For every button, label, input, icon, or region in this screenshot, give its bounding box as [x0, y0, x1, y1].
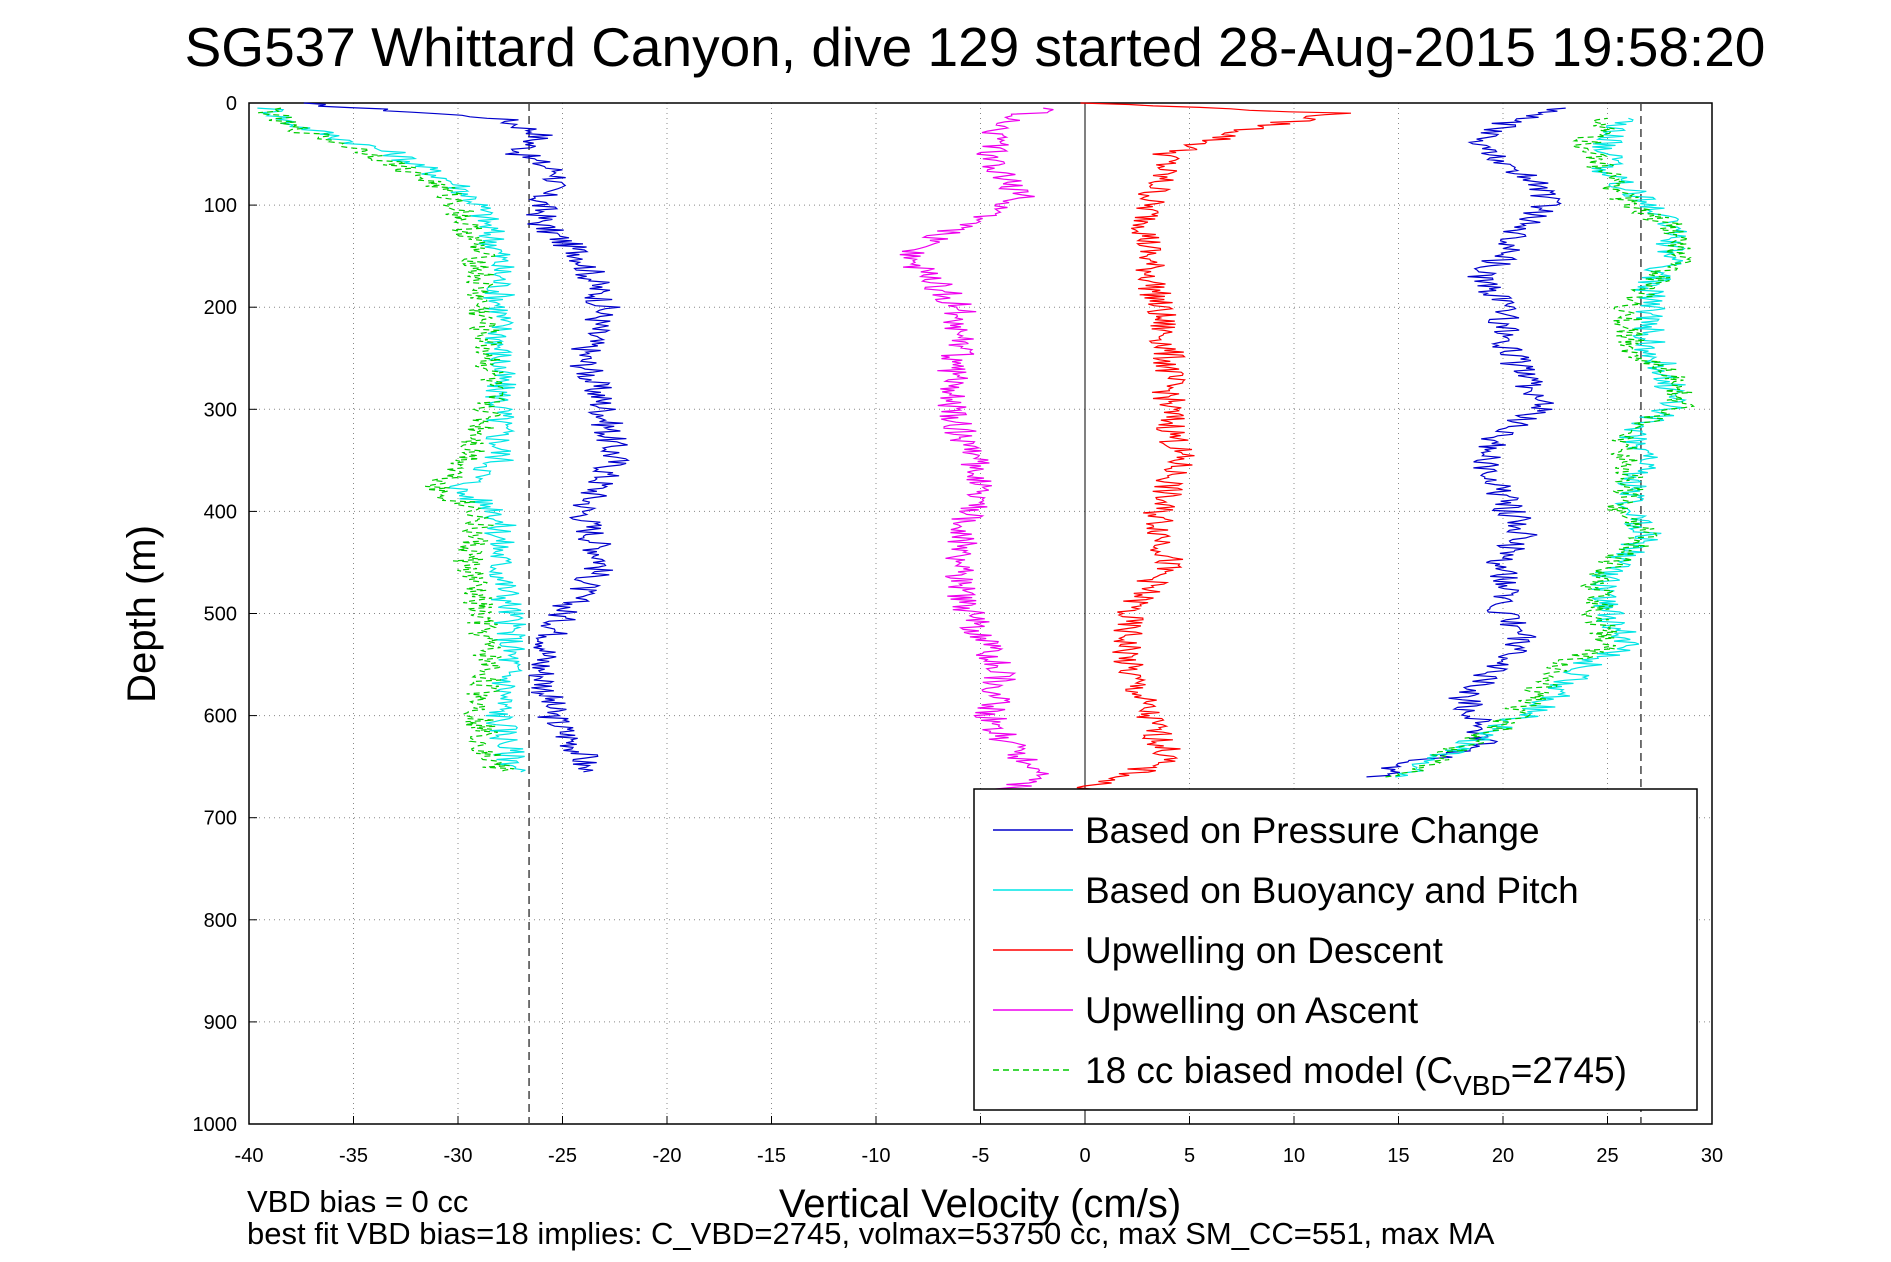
series-line-based-on-buoyancy-and-pitch [1395, 117, 1687, 778]
series-line-based-on-pressure-change [1366, 107, 1566, 778]
y-tick-label: 900 [204, 1012, 237, 1034]
x-tick-label: -40 [235, 1145, 264, 1167]
annotation-line-2: best fit VBD bias=18 implies: C_VBD=2745… [247, 1216, 1495, 1251]
y-tick-label: 800 [204, 910, 237, 932]
x-tick-label: -35 [339, 1145, 368, 1167]
y-tick-label: 300 [204, 399, 237, 421]
legend-label-subscript: VBD [1453, 1070, 1511, 1101]
legend-label: 18 cc biased model (CVBD=2745) [1085, 1050, 1627, 1101]
legend-label-suffix: =2745) [1511, 1050, 1627, 1091]
x-tick-label: -20 [653, 1145, 682, 1167]
x-tick-label: 25 [1596, 1145, 1618, 1167]
legend-label: Based on Buoyancy and Pitch [1085, 870, 1579, 911]
x-tick-label: 20 [1492, 1145, 1514, 1167]
series-line-upwelling-on-ascent [899, 107, 1054, 793]
series-line-18-cc-biased-model-c-vbd-2745 [258, 107, 515, 773]
y-axis-label: Depth (m) [120, 525, 164, 703]
y-tick-label: 400 [204, 501, 237, 523]
series-line-18-cc-biased-model-c-vbd-2745 [1385, 117, 1695, 778]
x-tick-label: 5 [1184, 1145, 1195, 1167]
legend-label: Based on Pressure Change [1085, 810, 1540, 851]
series-line-based-on-buoyancy-and-pitch [257, 107, 527, 773]
y-tick-label: 700 [204, 808, 237, 830]
series-line-upwelling-on-descent [1053, 102, 1352, 793]
x-tick-label: 0 [1079, 1145, 1090, 1167]
legend-label: Upwelling on Ascent [1085, 990, 1419, 1031]
y-tick-label: 600 [204, 706, 237, 728]
ticks: -40 -35 -30 -25 -20 -15 -10 -5 0 5 10 15 20 25 3001002… [193, 93, 1724, 1167]
x-tick-label: -30 [444, 1145, 473, 1167]
y-tick-label: 500 [204, 604, 237, 626]
x-tick-label: -15 [757, 1145, 786, 1167]
x-tick-label: -25 [548, 1145, 577, 1167]
x-tick-label: 10 [1283, 1145, 1305, 1167]
legend-label: Upwelling on Descent [1085, 930, 1444, 971]
x-tick-label: -5 [972, 1145, 990, 1167]
legend: Based on Pressure Change Based on Buoyanc… [973, 788, 1698, 1111]
series-line-based-on-pressure-change [303, 102, 630, 773]
y-tick-label: 1000 [193, 1114, 238, 1136]
series-group [257, 102, 1695, 793]
legend-label-main: 18 cc biased model (C [1085, 1050, 1453, 1091]
x-axis-label: Vertical Velocity (cm/s) [779, 1182, 1181, 1226]
annotation-line-1: VBD bias = 0 cc [247, 1184, 468, 1219]
legend-box [973, 788, 1698, 1111]
y-tick-label: 200 [204, 297, 237, 319]
y-tick-label: 100 [204, 195, 237, 217]
x-tick-label: 15 [1387, 1145, 1409, 1167]
chart-title: SG537 Whittard Canyon, dive 129 started … [185, 16, 1766, 78]
x-tick-label: -10 [862, 1145, 891, 1167]
y-tick-label: 0 [226, 93, 237, 115]
x-tick-label: 30 [1701, 1145, 1723, 1167]
